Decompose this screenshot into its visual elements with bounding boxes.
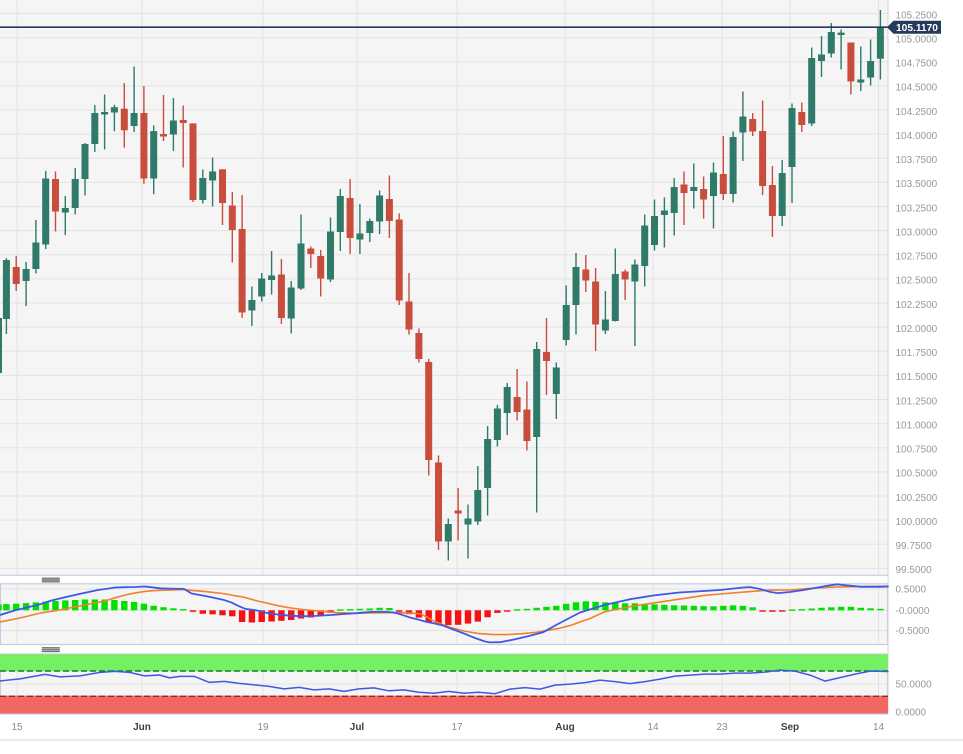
svg-text:104.2500: 104.2500 [896,107,938,118]
svg-text:99.7500: 99.7500 [896,541,933,552]
svg-text:Sep: Sep [781,722,799,733]
svg-text:103.7500: 103.7500 [896,155,938,166]
svg-text:0.5000: 0.5000 [896,585,927,596]
svg-text:17: 17 [451,722,463,733]
svg-text:14: 14 [873,722,885,733]
svg-text:100.0000: 100.0000 [896,517,938,528]
svg-text:103.0000: 103.0000 [896,227,938,238]
svg-text:102.5000: 102.5000 [896,276,938,287]
svg-text:100.5000: 100.5000 [896,469,938,480]
svg-text:Jul: Jul [350,722,365,733]
svg-text:103.2500: 103.2500 [896,203,938,214]
svg-text:19: 19 [257,722,269,733]
svg-text:101.2500: 101.2500 [896,396,938,407]
svg-text:0.0000: 0.0000 [896,707,927,718]
svg-text:105.2500: 105.2500 [896,10,938,21]
svg-text:103.5000: 103.5000 [896,179,938,190]
svg-text:99.5000: 99.5000 [896,565,933,576]
svg-text:-0.5000: -0.5000 [896,626,930,637]
svg-text:105.1170: 105.1170 [896,23,938,34]
svg-text:-0.0000: -0.0000 [896,606,930,617]
svg-text:104.7500: 104.7500 [896,59,938,70]
svg-text:104.0000: 104.0000 [896,131,938,142]
svg-text:101.0000: 101.0000 [896,420,938,431]
svg-text:102.0000: 102.0000 [896,324,938,335]
svg-text:104.5000: 104.5000 [896,83,938,94]
svg-text:14: 14 [647,722,659,733]
svg-text:102.2500: 102.2500 [896,300,938,311]
svg-text:100.2500: 100.2500 [896,493,938,504]
svg-text:15: 15 [11,722,23,733]
svg-text:Aug: Aug [555,722,574,733]
svg-text:100.7500: 100.7500 [896,445,938,456]
svg-text:Jun: Jun [133,722,151,733]
svg-text:102.7500: 102.7500 [896,252,938,263]
svg-text:105.0000: 105.0000 [896,34,938,45]
svg-text:101.5000: 101.5000 [896,372,938,383]
svg-text:50.0000: 50.0000 [896,680,933,691]
svg-text:101.7500: 101.7500 [896,348,938,359]
svg-text:23: 23 [716,722,728,733]
